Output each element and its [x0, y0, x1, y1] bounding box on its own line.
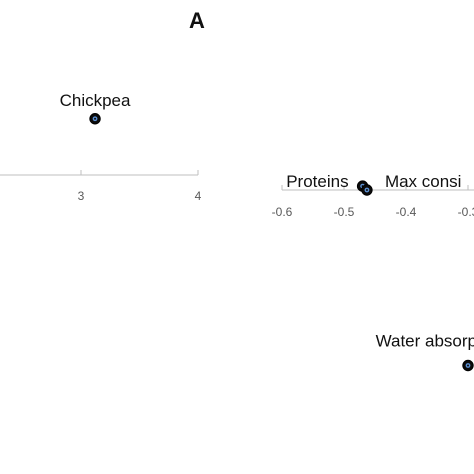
- right-point-label: Max consi: [385, 172, 462, 191]
- left-data-points: Chickpea: [60, 91, 131, 125]
- right-data-point: [361, 184, 373, 196]
- right-point-label: Proteins: [286, 172, 348, 191]
- right-x-tick-label: -0.4: [396, 205, 417, 219]
- right-x-tick-label: -0.6: [272, 205, 293, 219]
- left-x-tick-label: 4: [195, 189, 202, 203]
- right-x-axis-ticks: -0.6 -0.5 -0.4 -0.3: [272, 185, 474, 219]
- right-data-point: [462, 359, 474, 372]
- right-x-tick-label: -0.5: [334, 205, 355, 219]
- right-scatter-chart: -0.6 -0.5 -0.4 -0.3 Proteins Max consi Water …: [272, 172, 474, 372]
- panel-label: A: [189, 8, 205, 33]
- left-point-label: Chickpea: [60, 91, 131, 110]
- left-data-point: [89, 113, 101, 125]
- left-x-tick-label: 3: [78, 189, 85, 203]
- right-point-label: Water absorp: [376, 332, 474, 351]
- right-data-points: Proteins Max consi Water absorp: [286, 172, 474, 372]
- right-x-tick-label: -0.3: [458, 205, 474, 219]
